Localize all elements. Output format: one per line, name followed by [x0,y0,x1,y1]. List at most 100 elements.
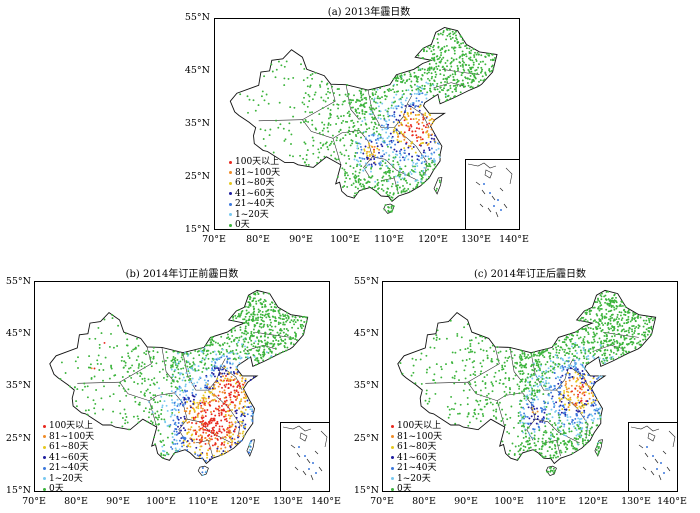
station-dot [137,403,140,406]
station-dot [374,163,377,166]
station-dot [542,456,545,459]
station-dot [368,155,371,158]
station-dot [419,173,422,176]
station-dot [420,77,423,80]
station-dot [357,127,360,130]
station-dot [396,83,399,86]
station-dot [538,448,541,450]
station-dot [549,467,551,470]
station-dot [123,379,126,382]
station-dot [382,124,385,127]
station-dot [195,438,198,441]
station-dot [238,362,241,365]
station-dot [217,385,220,388]
station-dot [578,423,581,426]
station-dot [452,75,455,78]
station-dot [234,391,236,394]
inset-island [299,432,308,442]
station-dot [451,90,454,93]
station-dot [119,381,122,384]
station-dot [246,346,249,349]
station-dot [221,343,224,346]
station-dot [216,447,219,450]
station-dot [215,434,218,437]
station-dot [255,319,257,321]
station-dot [126,370,129,373]
station-dot [552,388,555,391]
station-dot [216,437,219,440]
station-dot [154,416,157,419]
station-dot [171,401,174,404]
station-dot [449,319,452,322]
station-dot [268,357,271,360]
station-dot [527,423,530,426]
station-dot [469,86,472,89]
station-dot [295,339,298,341]
station-dot [444,49,447,52]
station-dot [544,372,546,375]
station-dot [591,421,594,424]
station-dot [471,59,474,62]
station-dot [232,358,235,361]
station-dot [478,80,480,83]
station-dot [263,314,266,317]
station-dot [251,410,254,413]
station-dot [380,124,383,127]
station-dot [549,456,552,459]
station-dot [179,402,182,405]
station-dot [521,378,524,381]
station-dot [347,131,350,134]
station-dot [555,346,557,349]
station-dot [553,404,556,407]
station-dot [390,185,393,188]
station-dot [373,133,376,136]
station-dot [608,328,611,331]
station-dot [493,375,496,378]
station-dot [362,93,365,96]
station-dot [541,372,544,375]
station-dot [559,419,562,422]
station-dot [381,164,384,167]
station-dot [187,398,190,401]
station-dot [360,96,363,99]
station-dot [604,348,607,351]
station-dot [98,369,101,371]
station-dot [522,436,525,439]
station-dot [605,335,608,338]
station-dot [214,422,217,425]
station-dot [587,326,590,329]
station-dot [127,352,130,355]
station-dot [371,97,373,100]
station-dot [578,391,581,394]
station-dot [594,403,597,406]
station-dot [571,390,573,393]
station-dot [156,410,159,413]
station-dot [557,429,560,432]
station-dot [561,348,564,351]
station-dot [170,409,173,412]
station-dot [531,398,534,401]
station-dot [119,400,121,403]
station-dot [530,352,533,355]
station-dot [453,46,456,49]
station-dot [327,123,330,126]
station-dot [247,322,250,325]
station-dot [189,375,192,377]
station-dot [231,362,234,365]
station-dot [94,402,97,405]
station-dot [633,312,636,315]
station-dot [498,382,501,385]
station-dot [387,180,390,183]
station-dot [380,162,383,165]
station-dot [558,397,561,400]
station-dot [509,449,511,452]
station-dot [593,402,596,405]
station-dot [362,103,365,106]
station-dot [595,321,598,323]
station-dot [597,297,599,300]
station-dot [235,368,238,371]
station-dot [561,341,564,344]
station-dot [327,117,330,120]
station-dot [598,309,601,312]
station-dot [465,77,467,80]
